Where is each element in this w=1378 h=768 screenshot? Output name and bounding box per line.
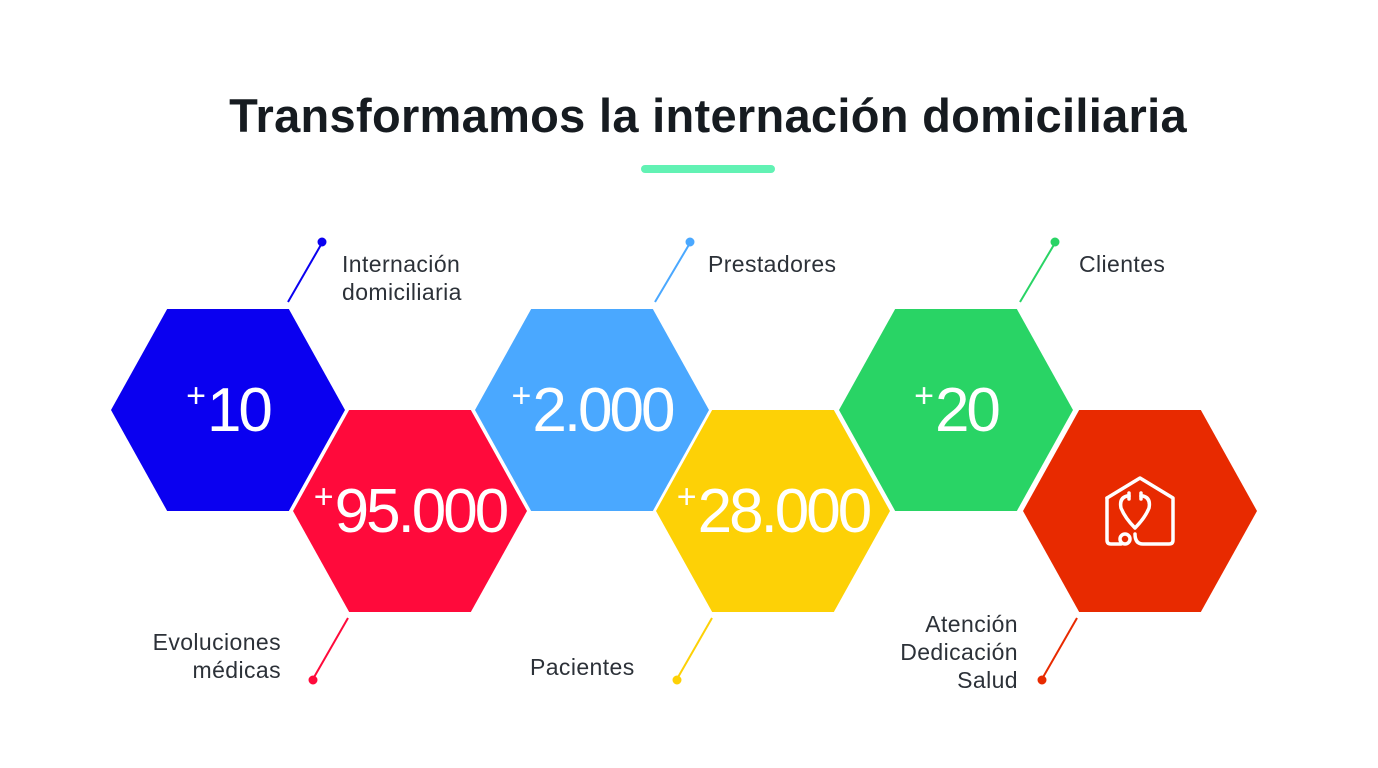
- connector-atencion: [1037, 617, 1078, 685]
- label-line: Evoluciones: [152, 629, 281, 655]
- label-line: médicas: [192, 657, 281, 683]
- label-internacion: Internación domiciliaria: [342, 250, 462, 306]
- label-line: Dedicación: [900, 639, 1018, 665]
- label-atencion: Atención Dedicación Salud: [900, 610, 1018, 694]
- stat-hex-prestadores: +2.000: [475, 309, 709, 511]
- connector-prestadores: [654, 237, 695, 303]
- stat-hex-evoluciones: +95.000: [293, 410, 527, 612]
- stat-value: 28.000: [697, 476, 873, 546]
- label-line: Atención: [925, 611, 1018, 637]
- house-stethoscope-icon: [1105, 476, 1175, 546]
- label-line: domiciliaria: [342, 279, 462, 305]
- connector-evoluciones: [308, 617, 349, 685]
- label-line: Clientes: [1079, 251, 1166, 277]
- plus-sign: +: [313, 477, 334, 516]
- label-line: Internación: [342, 251, 461, 277]
- label-pacientes: Pacientes: [530, 653, 635, 681]
- stat-hex-atencion: [1023, 410, 1257, 612]
- label-line: Salud: [957, 667, 1018, 693]
- label-clientes: Clientes: [1079, 250, 1165, 278]
- plus-sign: +: [676, 477, 697, 516]
- plus-sign: +: [186, 376, 206, 415]
- connector-clientes: [1019, 237, 1060, 303]
- plus-sign: +: [511, 376, 532, 415]
- connector-internacion: [287, 237, 327, 303]
- stat-hex-clientes: +20: [839, 309, 1073, 511]
- stat-hex-pacientes: +28.000: [656, 410, 890, 612]
- stat-value: 2.000: [532, 375, 675, 445]
- label-prestadores: Prestadores: [708, 250, 836, 278]
- stat-hex-internacion: +10: [111, 309, 345, 511]
- plus-sign: +: [914, 376, 934, 415]
- page-title: Transformamos la internación domiciliari…: [229, 89, 1187, 142]
- stat-value: 95.000: [334, 476, 510, 546]
- connector-pacientes: [672, 617, 713, 685]
- label-line: Pacientes: [530, 654, 635, 680]
- label-evoluciones: Evoluciones médicas: [153, 628, 281, 684]
- stat-value: 10: [206, 375, 273, 445]
- title-underline: [641, 165, 775, 173]
- label-line: Prestadores: [708, 251, 837, 277]
- stat-value: 20: [934, 375, 1001, 445]
